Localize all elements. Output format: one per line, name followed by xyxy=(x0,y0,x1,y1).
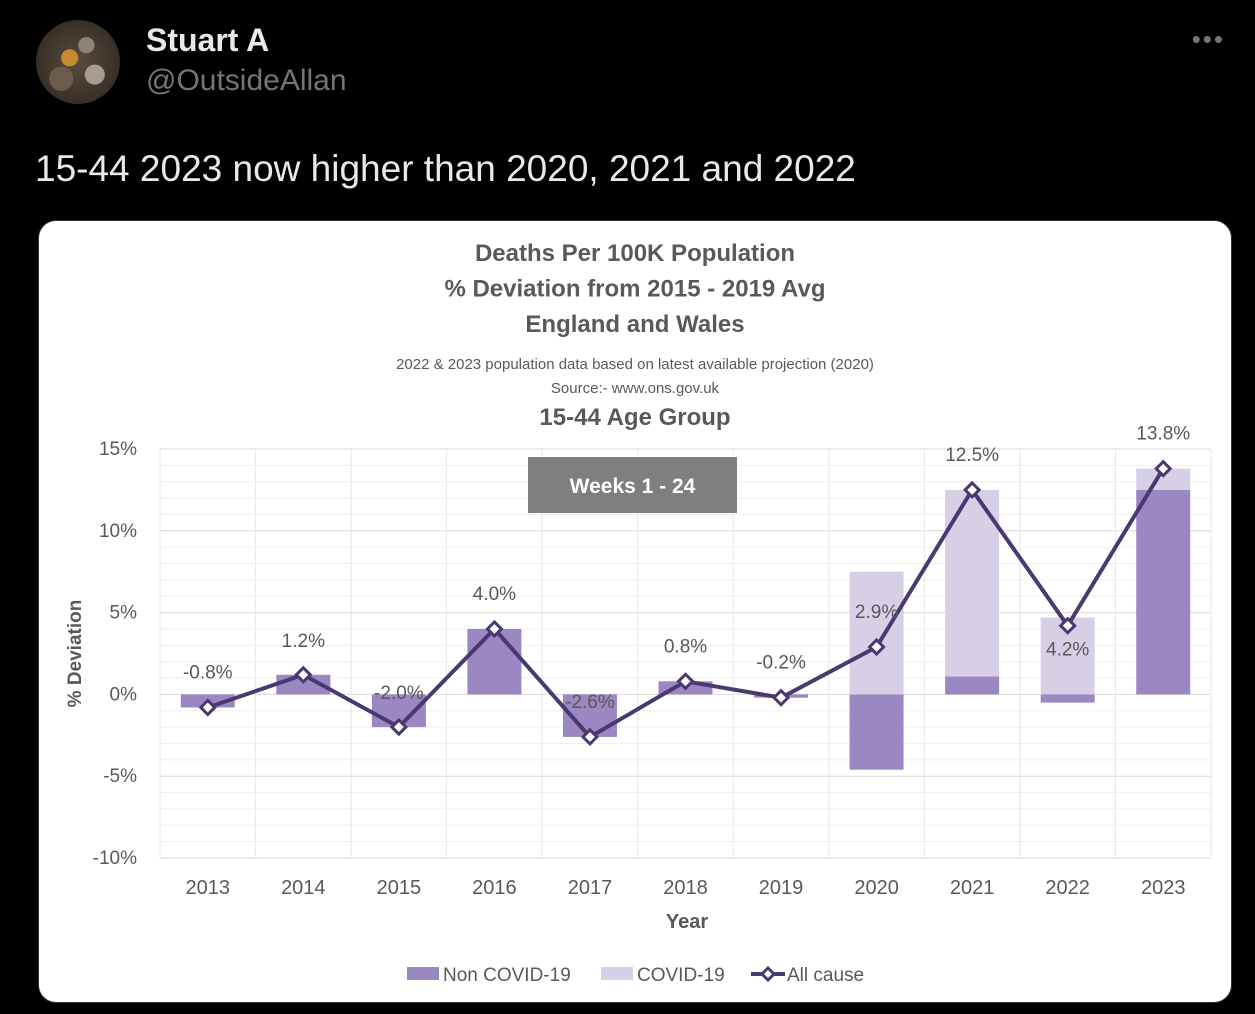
data-label: 4.0% xyxy=(473,584,516,605)
all-cause-marker xyxy=(485,619,504,639)
all-cause-marker xyxy=(1154,459,1173,478)
y-tick-label: 15% xyxy=(99,439,137,460)
chart-subtitle-line: 2022 & 2023 population data based on lat… xyxy=(396,356,874,373)
x-tick-label: 2015 xyxy=(377,877,422,899)
weeks-annotation-box xyxy=(528,457,737,513)
more-horizontal-icon[interactable]: ••• xyxy=(1191,24,1225,54)
all-cause-marker xyxy=(294,665,313,684)
avatar[interactable] xyxy=(36,20,120,104)
author-name[interactable]: Stuart A xyxy=(146,22,270,58)
data-label: 12.5% xyxy=(945,445,999,466)
data-label: 1.2% xyxy=(282,631,325,652)
chart-subtitle-line: Source:- www.ons.gov.uk xyxy=(551,380,720,397)
x-tick-label: 2022 xyxy=(1045,877,1090,899)
data-label: -2.0% xyxy=(374,683,424,704)
bar-non-covid xyxy=(849,694,904,770)
legend-swatch-non-covid xyxy=(407,967,439,980)
chart-title-line: Deaths Per 100K Population xyxy=(475,240,795,267)
y-tick-label: 5% xyxy=(110,603,138,624)
all-cause-marker xyxy=(867,637,886,657)
x-tick-label: 2017 xyxy=(568,877,613,899)
all-cause-marker xyxy=(676,672,695,691)
all-cause-marker xyxy=(963,480,982,500)
data-label: 2.9% xyxy=(855,602,898,623)
all-cause-marker xyxy=(771,688,791,707)
data-label: -2.6% xyxy=(565,692,615,713)
x-tick-label: 2013 xyxy=(186,877,231,899)
tweet-text: 15-44 2023 now higher than 2020, 2021 an… xyxy=(35,148,856,189)
data-label: -0.8% xyxy=(183,662,233,683)
chart: Deaths Per 100K Population % Deviation fr… xyxy=(65,240,1212,986)
y-tick-label: -5% xyxy=(103,766,137,787)
y-axis-label: % Deviation xyxy=(65,600,86,708)
chart-group-title: 15-44 Age Group xyxy=(539,404,730,431)
tweet: Stuart A @OutsideAllan ••• 15-44 2023 no… xyxy=(8,10,1247,1014)
legend-label-covid: COVID-19 xyxy=(637,965,725,986)
x-axis-label: Year xyxy=(666,911,708,933)
data-label: 4.2% xyxy=(1046,640,1089,661)
x-tick-label: 2019 xyxy=(759,877,804,899)
x-tick-label: 2023 xyxy=(1141,877,1186,899)
y-tick-label: -10% xyxy=(93,848,137,869)
bar-non-covid xyxy=(1136,489,1191,695)
legend-label-non-covid: Non COVID-19 xyxy=(443,965,571,986)
all-cause-marker xyxy=(198,698,217,717)
y-tick-label: 10% xyxy=(99,521,137,542)
bar-covid xyxy=(1136,468,1191,490)
x-tick-label: 2021 xyxy=(950,877,995,899)
weeks-annotation-label: Weeks 1 - 24 xyxy=(570,475,696,498)
chart-title-line: England and Wales xyxy=(525,311,744,338)
y-tick-label: 0% xyxy=(110,684,138,705)
data-label: 13.8% xyxy=(1136,424,1190,445)
all-cause-marker xyxy=(389,717,408,737)
all-cause-marker xyxy=(580,727,600,747)
all-cause-marker xyxy=(1058,616,1077,635)
bar-non-covid xyxy=(945,676,1000,695)
legend-label-all-cause: All cause xyxy=(787,965,864,986)
legend-marker-all-cause xyxy=(759,965,777,983)
bar-non-covid xyxy=(1040,694,1095,703)
bar-non-covid xyxy=(467,628,522,695)
x-tick-label: 2018 xyxy=(663,877,708,899)
data-label: -0.2% xyxy=(756,653,806,674)
author-handle[interactable]: @OutsideAllan xyxy=(146,64,347,97)
x-tick-label: 2014 xyxy=(281,877,326,899)
x-tick-label: 2016 xyxy=(472,877,516,899)
data-label: 0.8% xyxy=(664,636,707,657)
bar-covid xyxy=(849,571,904,695)
chart-title-line: % Deviation from 2015 - 2019 Avg xyxy=(444,276,825,303)
x-tick-label: 2020 xyxy=(854,877,899,899)
chart-image[interactable]: Deaths Per 100K Population % Deviation fr… xyxy=(38,220,1232,1003)
legend-swatch-covid xyxy=(601,967,633,980)
